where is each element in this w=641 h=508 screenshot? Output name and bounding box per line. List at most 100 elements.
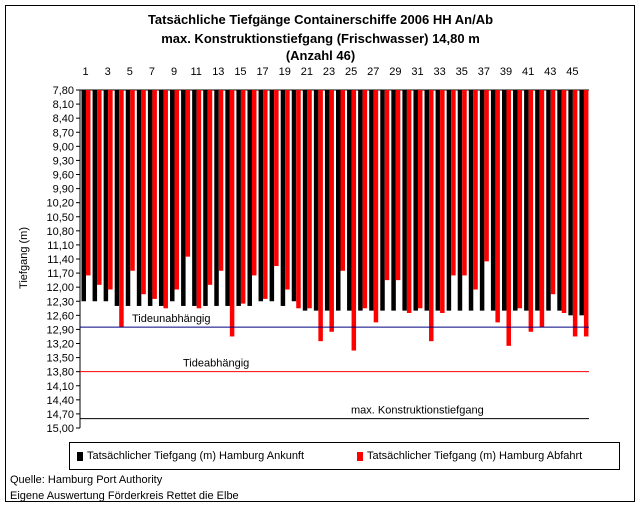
y-tick-label: 10,50 bbox=[46, 212, 74, 224]
x-tick-label: 23 bbox=[323, 66, 335, 78]
bar-ankunft bbox=[391, 90, 396, 311]
x-tick-label: 45 bbox=[566, 66, 578, 78]
bar-ankunft bbox=[225, 90, 230, 306]
x-tick-label: 17 bbox=[256, 66, 268, 78]
chart-title-line-3: (Anzahl 46) bbox=[285, 48, 356, 63]
x-tick-label: 21 bbox=[301, 66, 313, 78]
bar-abfahrt bbox=[174, 90, 180, 290]
bar-abfahrt bbox=[218, 90, 224, 271]
bar-ankunft bbox=[513, 90, 518, 311]
bar-ankunft bbox=[490, 90, 496, 311]
reference-line-label: Tideunabhängig bbox=[132, 313, 211, 325]
bar-ankunft bbox=[435, 90, 441, 311]
bar-ankunft bbox=[557, 90, 562, 311]
bar-abfahrt bbox=[329, 90, 334, 332]
bar-abfahrt bbox=[229, 90, 235, 337]
bar-abfahrt bbox=[163, 90, 168, 309]
bar-ankunft bbox=[214, 90, 219, 306]
legend-item-ankunft: Tatsächlicher Tiefgang (m) Hamburg Ankun… bbox=[77, 450, 304, 462]
y-tick-label: 13,80 bbox=[46, 367, 74, 379]
bar-abfahrt bbox=[484, 90, 489, 262]
bar-abfahrt bbox=[285, 90, 290, 290]
bar-abfahrt bbox=[440, 90, 445, 313]
x-tick-label: 3 bbox=[105, 66, 111, 78]
bar-abfahrt bbox=[340, 90, 345, 271]
bar-ankunft bbox=[524, 90, 529, 311]
bar-ankunft bbox=[336, 90, 341, 311]
bar-ankunft bbox=[192, 90, 197, 306]
chart-title-line-2: max. Konstruktionstiefgang (Frischwasser… bbox=[161, 31, 480, 46]
y-tick-label: 14,10 bbox=[46, 381, 74, 393]
bar-abfahrt bbox=[373, 90, 379, 323]
bar-ankunft bbox=[291, 90, 297, 302]
x-tick-label: 37 bbox=[478, 66, 490, 78]
bar-ankunft bbox=[413, 90, 418, 311]
bar-ankunft bbox=[457, 90, 463, 311]
reference-line-label: max. Konstruktionstiefgang bbox=[351, 405, 484, 417]
y-tick-label: 12,00 bbox=[46, 282, 74, 294]
bar-ankunft bbox=[358, 90, 363, 311]
bar-ankunft bbox=[158, 90, 164, 306]
y-tick-label: 11,10 bbox=[47, 240, 74, 252]
bar-abfahrt bbox=[583, 90, 589, 337]
bar-ankunft bbox=[424, 90, 430, 311]
bar-ankunft bbox=[446, 90, 452, 311]
bar-abfahrt bbox=[429, 90, 434, 342]
bar-abfahrt bbox=[550, 90, 556, 295]
y-tick-label: 14,40 bbox=[46, 395, 74, 407]
x-tick-label: 15 bbox=[234, 66, 246, 78]
bar-ankunft bbox=[181, 90, 186, 306]
bar-abfahrt bbox=[528, 90, 534, 332]
bar-abfahrt bbox=[86, 90, 91, 276]
x-tick-label: 11 bbox=[190, 66, 201, 78]
y-tick-label: 7,80 bbox=[53, 85, 74, 97]
x-tick-label: 19 bbox=[279, 66, 291, 78]
legend-swatch-ankunft bbox=[77, 451, 83, 461]
bar-abfahrt bbox=[207, 90, 213, 285]
reference-line-label: Tideabhängig bbox=[183, 358, 249, 370]
x-tick-label: 31 bbox=[411, 66, 423, 78]
y-tick-label: 12,60 bbox=[46, 310, 74, 322]
bar-abfahrt bbox=[119, 90, 124, 328]
bar-abfahrt bbox=[451, 90, 456, 276]
y-tick-label: 9,90 bbox=[53, 184, 74, 196]
bar-abfahrt bbox=[108, 90, 113, 290]
bar-ankunft bbox=[380, 90, 385, 311]
bar-abfahrt bbox=[572, 90, 578, 337]
x-tick-label: 9 bbox=[171, 66, 177, 78]
x-tick-label: 13 bbox=[212, 66, 224, 78]
bar-abfahrt bbox=[152, 90, 157, 299]
y-tick-label: 13,20 bbox=[46, 339, 74, 351]
footnote-source: Quelle: Hamburg Port Authority bbox=[10, 474, 163, 486]
bar-ankunft bbox=[114, 90, 120, 306]
bar-abfahrt bbox=[506, 90, 511, 346]
bar-abfahrt bbox=[274, 90, 279, 267]
x-tick-label: 25 bbox=[345, 66, 357, 78]
bar-ankunft bbox=[247, 90, 252, 306]
bar-abfahrt bbox=[251, 90, 257, 276]
bar-abfahrt bbox=[263, 90, 268, 299]
bar-abfahrt bbox=[185, 90, 191, 257]
bar-abfahrt bbox=[406, 90, 412, 313]
bar-ankunft bbox=[535, 90, 540, 311]
bar-ankunft bbox=[269, 90, 275, 302]
bar-ankunft bbox=[313, 90, 319, 311]
bar-abfahrt bbox=[362, 90, 368, 309]
legend-label-abfahrt: Tatsächlicher Tiefgang (m) Hamburg Abfah… bbox=[367, 450, 583, 462]
x-tick-label: 27 bbox=[367, 66, 379, 78]
bar-abfahrt bbox=[130, 90, 135, 271]
bar-ankunft bbox=[203, 90, 208, 306]
x-tick-label: 33 bbox=[433, 66, 445, 78]
bar-ankunft bbox=[468, 90, 474, 311]
bar-abfahrt bbox=[196, 90, 202, 309]
bar-ankunft bbox=[136, 90, 142, 306]
legend-label-ankunft: Tatsächlicher Tiefgang (m) Hamburg Ankun… bbox=[87, 450, 305, 462]
bar-abfahrt bbox=[462, 90, 467, 276]
y-tick-label: 8,40 bbox=[53, 113, 74, 125]
y-tick-label: 14,70 bbox=[46, 409, 74, 421]
y-tick-label: 10,80 bbox=[46, 226, 74, 238]
y-tick-label: 8,10 bbox=[53, 99, 74, 111]
bar-abfahrt bbox=[384, 90, 390, 281]
y-tick-label: 9,30 bbox=[53, 155, 74, 167]
